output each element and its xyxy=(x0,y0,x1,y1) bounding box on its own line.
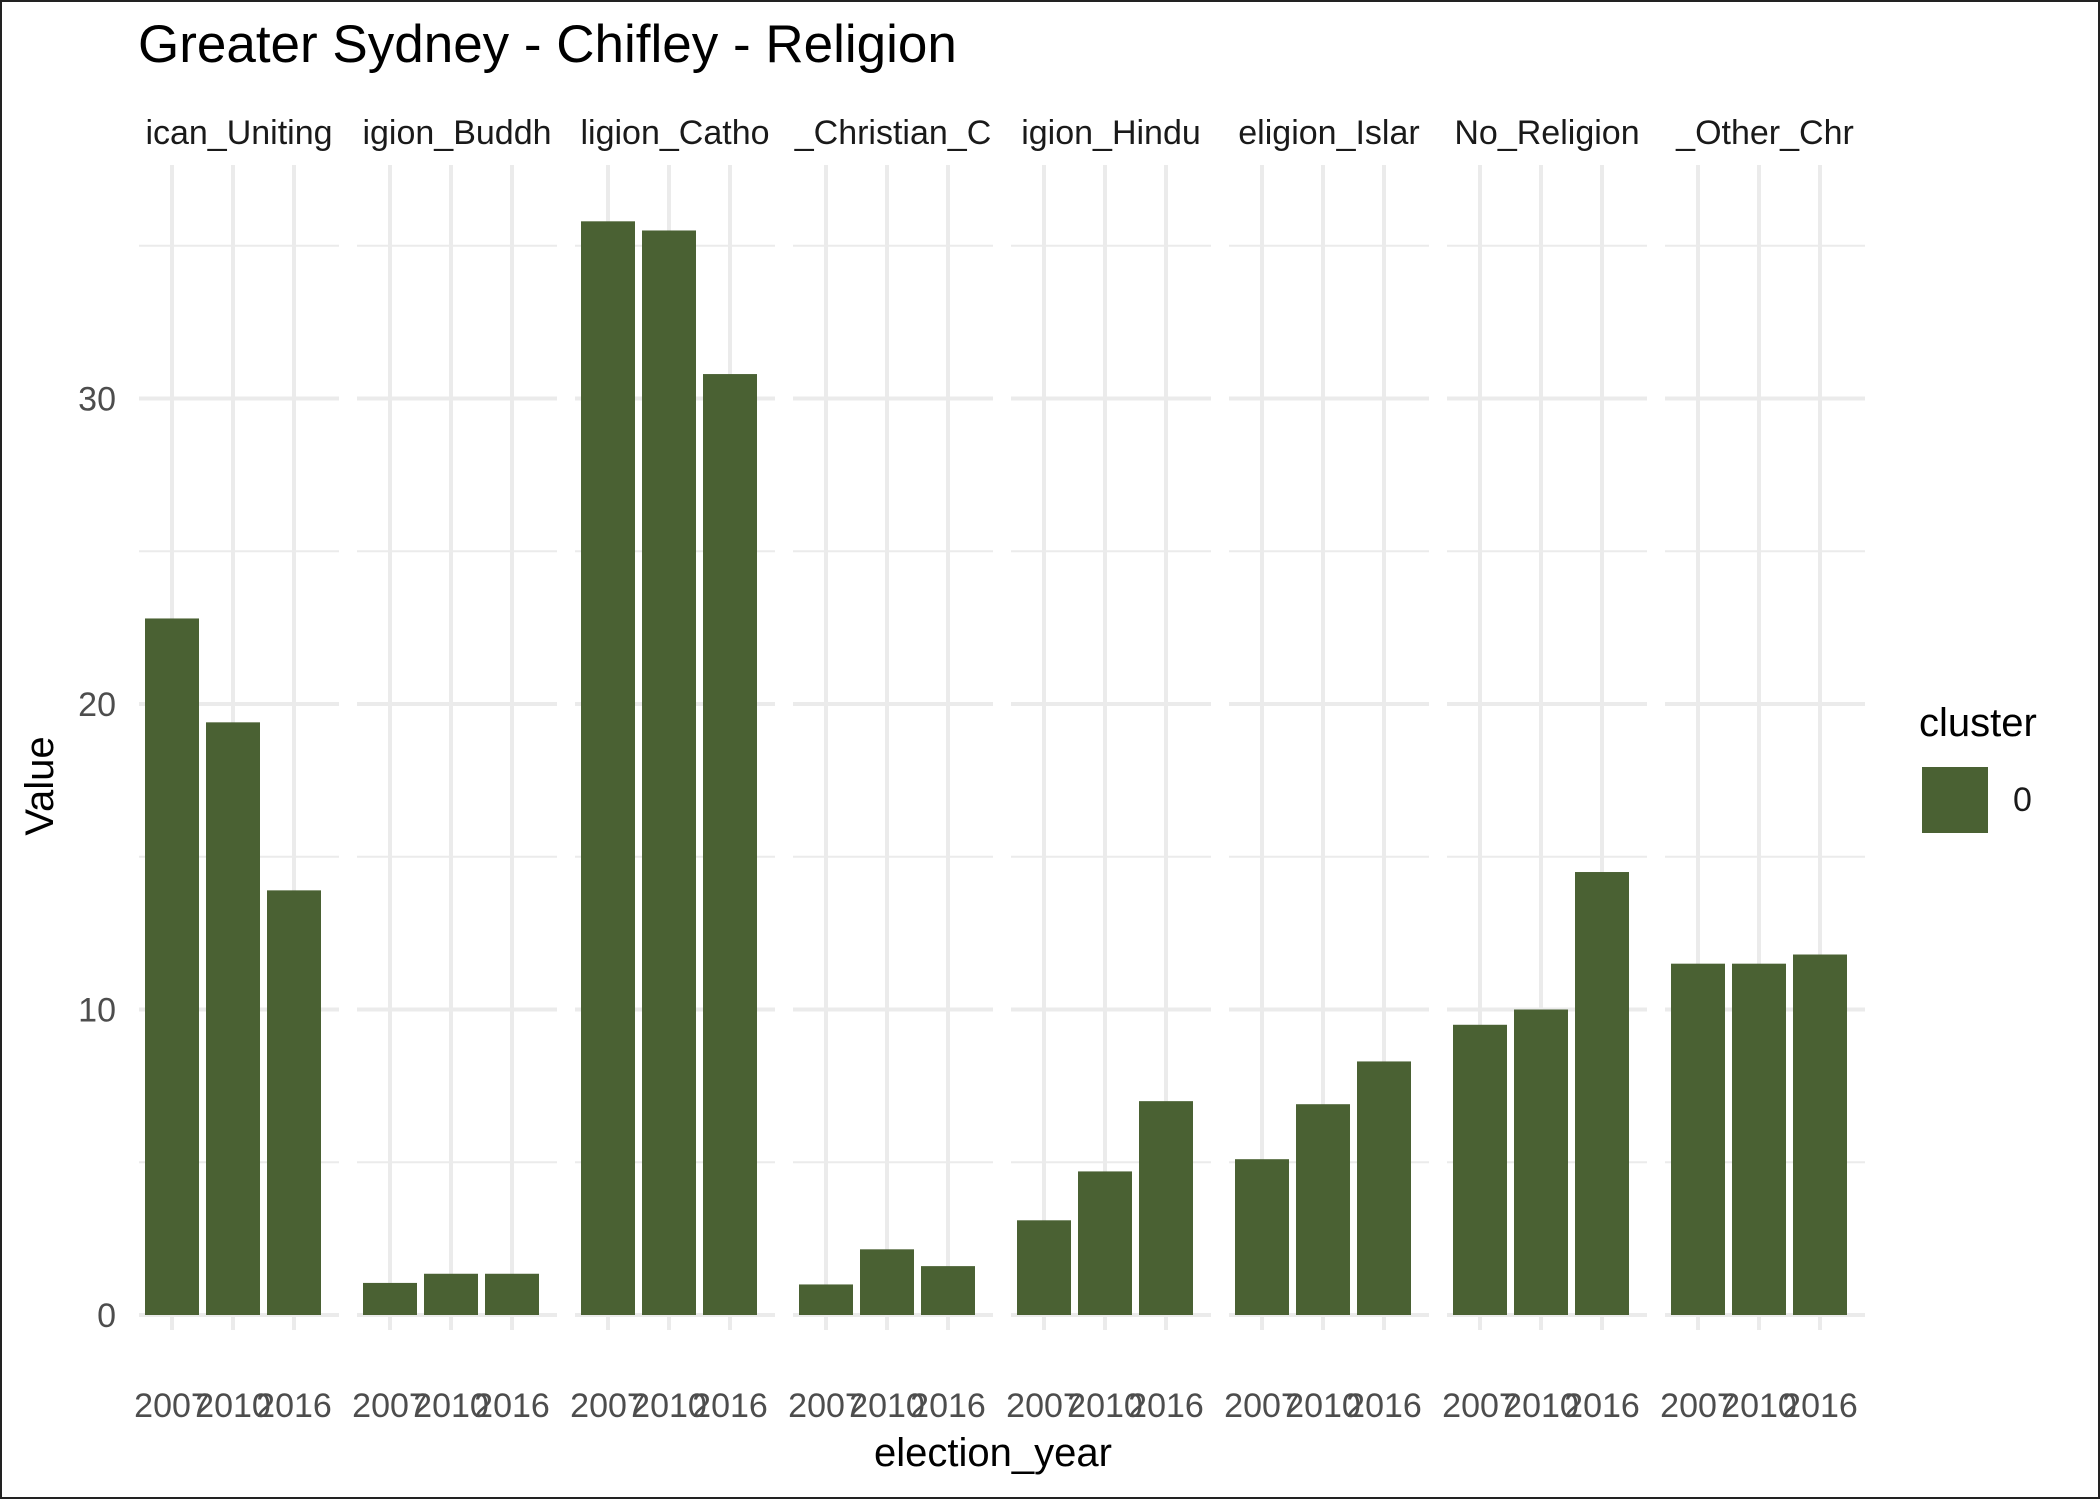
y-tick-label: 30 xyxy=(78,381,116,419)
x-tick-label: 2016 xyxy=(1564,1387,1640,1425)
bar xyxy=(424,1273,478,1315)
facet-strip-labels: ican_Uniting igion_Buddh ligion_Catho _Chri… xyxy=(145,114,1853,152)
x-tick-label: 2010 xyxy=(1285,1387,1361,1425)
x-tick-label: 2010 xyxy=(1503,1387,1579,1425)
x-tick-label: 2007 xyxy=(1442,1387,1518,1425)
facet-strip-label: _Other_Chr xyxy=(1675,114,1854,152)
y-axis-ticks: 0 10 20 30 xyxy=(78,381,116,1336)
bar xyxy=(1453,1024,1507,1315)
bar xyxy=(1732,963,1786,1315)
x-tick-label: 2010 xyxy=(195,1387,271,1425)
bar xyxy=(1139,1101,1193,1315)
x-tick-label: 2010 xyxy=(413,1387,489,1425)
facet-strip-label: igion_Buddh xyxy=(362,114,551,152)
x-tick-label: 2007 xyxy=(1660,1387,1736,1425)
bar xyxy=(1671,963,1725,1315)
bar xyxy=(206,722,260,1315)
bar xyxy=(1357,1061,1411,1315)
x-tick-label: 2010 xyxy=(849,1387,925,1425)
facet-strip-label: igion_Hindu xyxy=(1021,114,1201,152)
bar xyxy=(921,1266,975,1315)
y-tick-label: 10 xyxy=(78,992,116,1030)
x-tick-label: 2016 xyxy=(256,1387,332,1425)
facet-strip-label: _Christian_C xyxy=(794,114,992,152)
x-tick-label: 2010 xyxy=(1721,1387,1797,1425)
bar xyxy=(860,1249,914,1315)
bar xyxy=(642,230,696,1316)
bar xyxy=(485,1273,539,1315)
bar xyxy=(1017,1220,1071,1315)
x-tick-label: 2016 xyxy=(1346,1387,1422,1425)
x-tick-label: 2007 xyxy=(570,1387,646,1425)
y-tick-label: 0 xyxy=(97,1297,116,1335)
x-axis-title: election_year xyxy=(874,1431,1112,1475)
legend-title: cluster xyxy=(1919,701,2037,745)
facet-strip-label: ican_Uniting xyxy=(145,114,332,152)
chart-title: Greater Sydney - Chifley - Religion xyxy=(138,15,957,74)
bar xyxy=(1078,1171,1132,1315)
legend-key-swatch xyxy=(1922,767,1988,833)
x-tick-label: 2016 xyxy=(1782,1387,1858,1425)
legend: cluster 0 xyxy=(1919,701,2037,833)
x-tick-label: 2016 xyxy=(692,1387,768,1425)
bar xyxy=(581,221,635,1315)
x-tick-label: 2007 xyxy=(1006,1387,1082,1425)
bar xyxy=(1235,1159,1289,1315)
bar xyxy=(1793,954,1847,1315)
bar xyxy=(1296,1104,1350,1315)
bar xyxy=(363,1282,417,1315)
bar xyxy=(1514,1009,1568,1315)
bar xyxy=(703,374,757,1315)
x-tick-label: 2016 xyxy=(910,1387,986,1425)
y-axis-title: Value xyxy=(18,736,62,835)
bar xyxy=(799,1284,853,1315)
facet-strip-label: No_Religion xyxy=(1454,114,1639,152)
bar xyxy=(1575,872,1629,1315)
facet-strip-label: ligion_Catho xyxy=(580,114,769,152)
bar xyxy=(145,618,199,1315)
x-tick-label: 2007 xyxy=(352,1387,428,1425)
facet-strip-label: eligion_Islar xyxy=(1238,114,1419,152)
legend-label: 0 xyxy=(2013,781,2032,819)
x-tick-label: 2007 xyxy=(1224,1387,1300,1425)
bar xyxy=(267,890,321,1315)
x-tick-label: 2010 xyxy=(631,1387,707,1425)
bars-layer xyxy=(145,221,1847,1316)
x-tick-label: 2016 xyxy=(1128,1387,1204,1425)
y-tick-label: 20 xyxy=(78,686,116,724)
x-tick-label: 2010 xyxy=(1067,1387,1143,1425)
x-tick-label: 2007 xyxy=(134,1387,210,1425)
x-tick-label: 2016 xyxy=(474,1387,550,1425)
x-tick-label: 2007 xyxy=(788,1387,864,1425)
